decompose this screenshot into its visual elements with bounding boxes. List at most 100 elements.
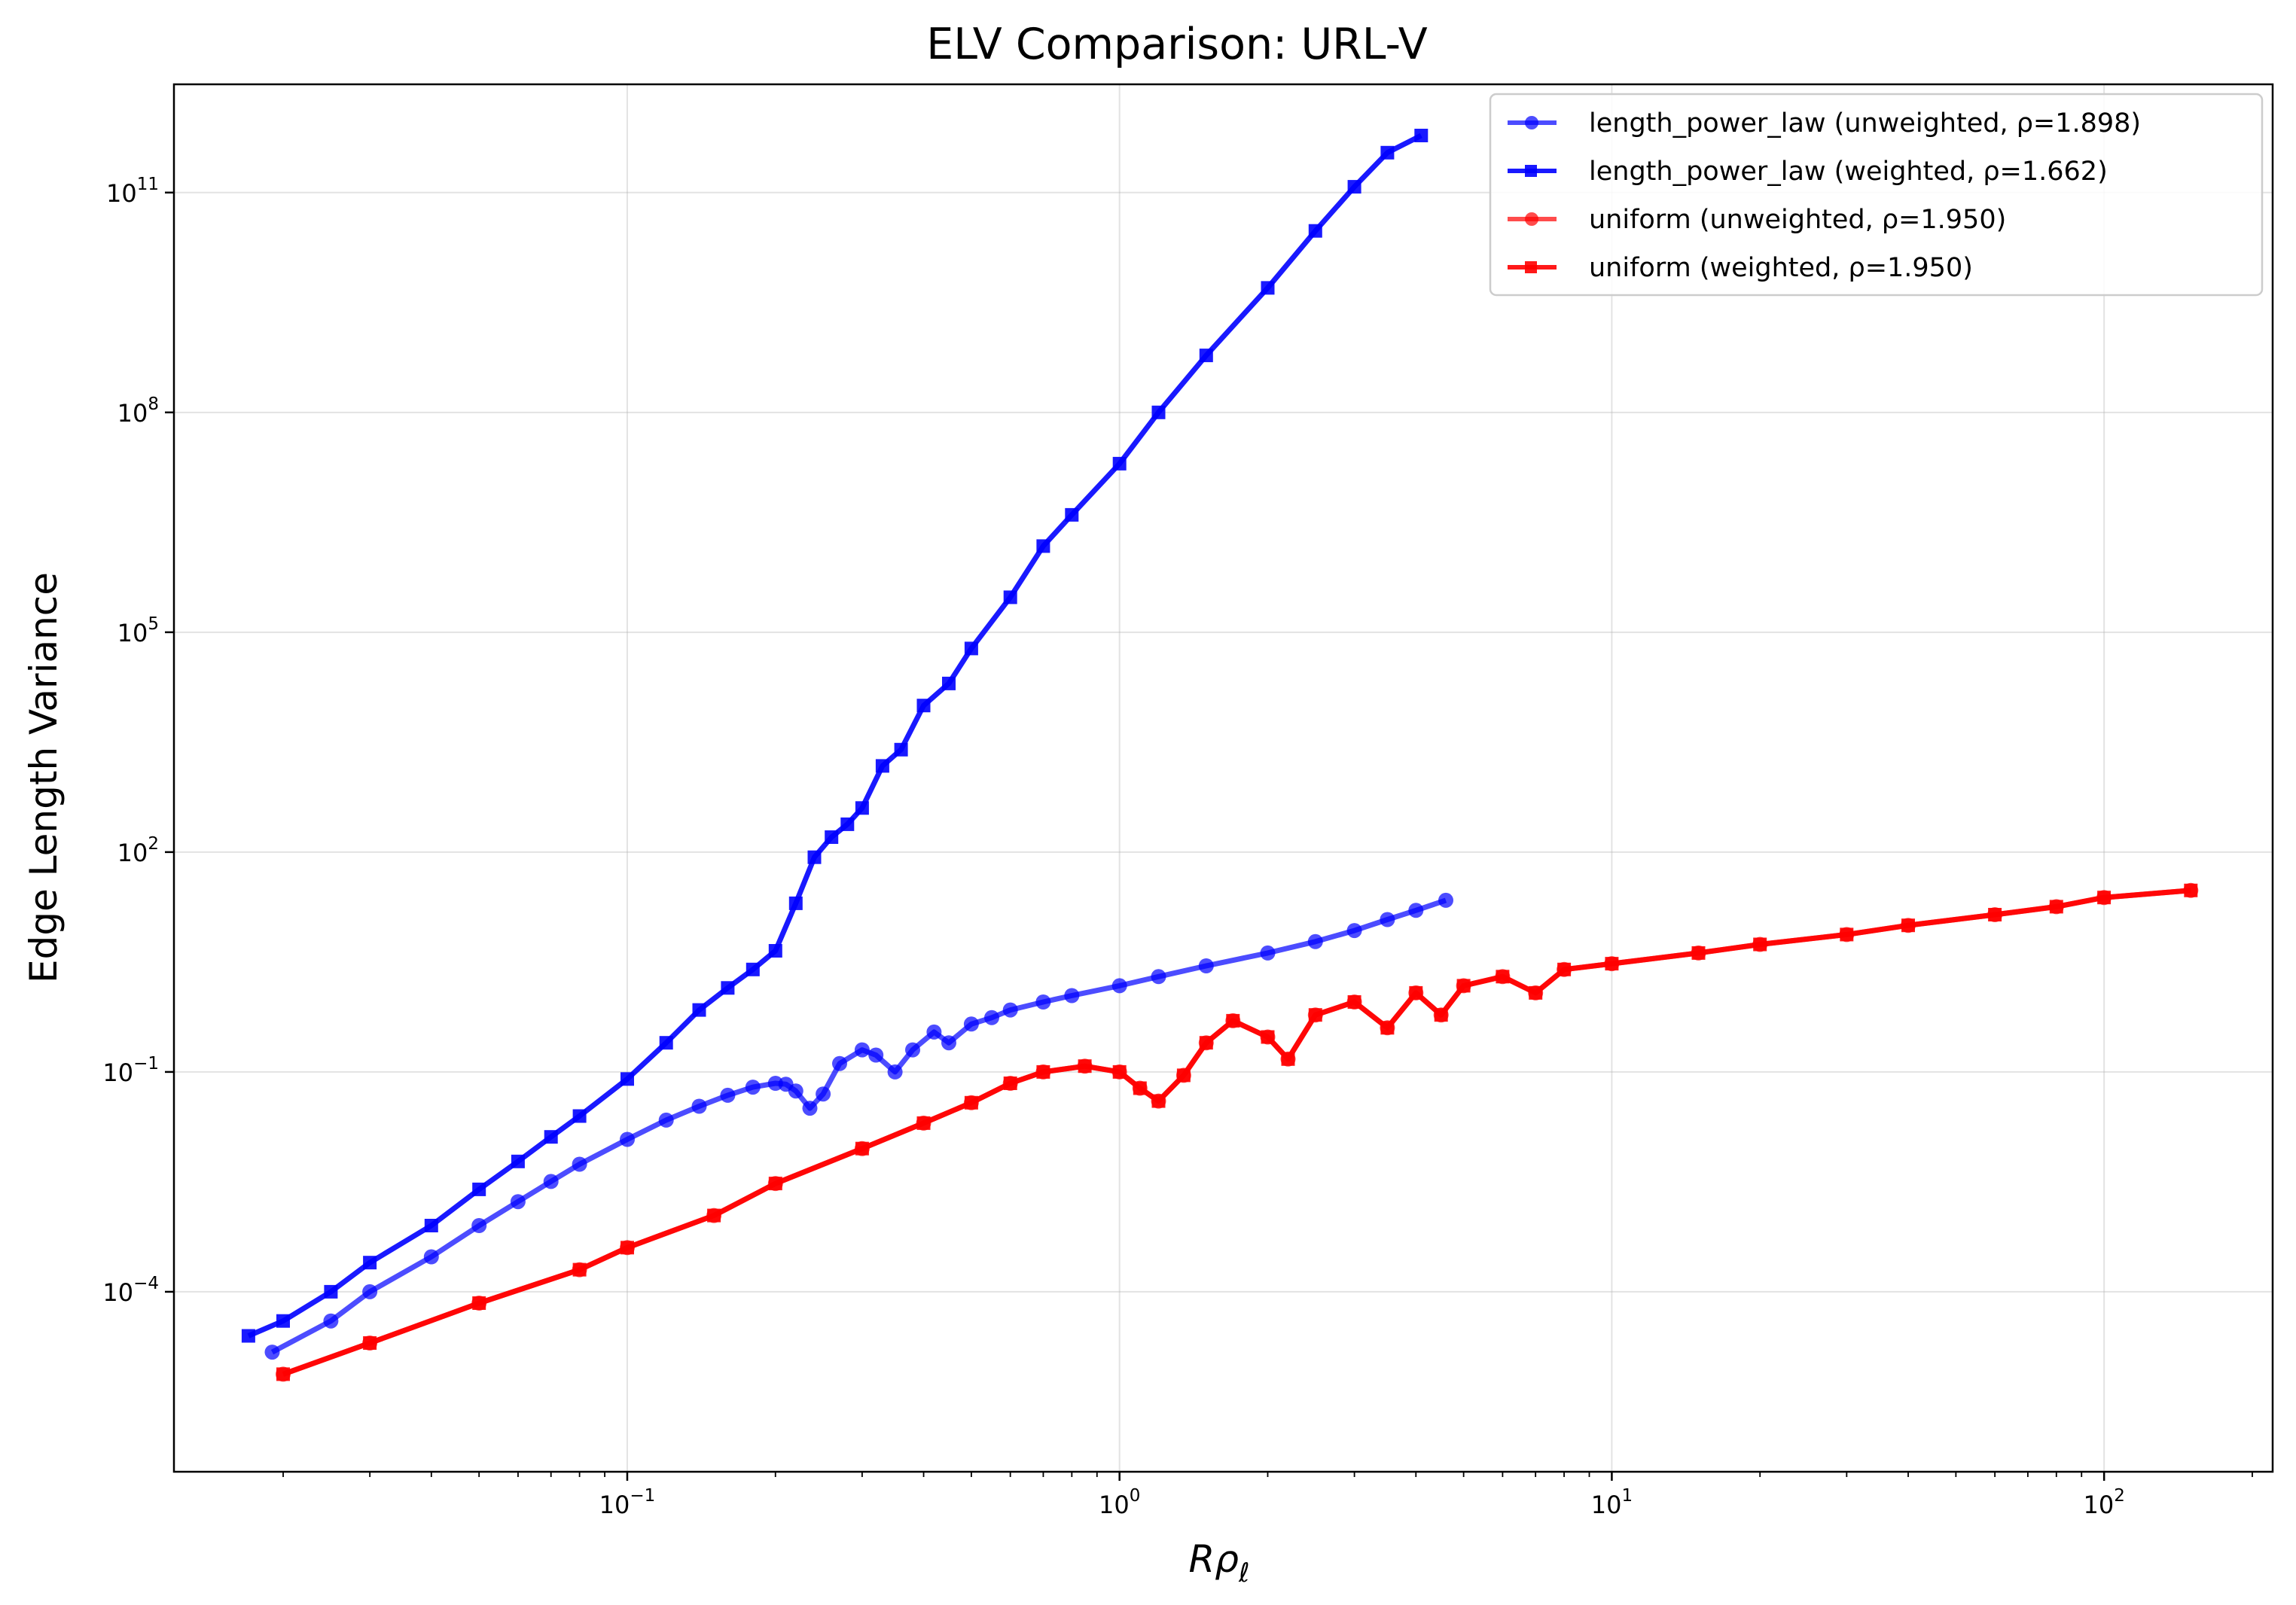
series-layer xyxy=(241,129,2199,1382)
data-point xyxy=(572,1262,587,1277)
data-point xyxy=(1151,969,1166,985)
y-tick-base: 10 xyxy=(106,179,137,208)
y-tick-exponent: 2 xyxy=(148,834,159,854)
y-tick-base: 10 xyxy=(102,1058,133,1087)
data-point xyxy=(1261,1030,1275,1044)
series-2 xyxy=(241,129,1429,1343)
data-point xyxy=(1307,933,1323,949)
x-tick-base: 10 xyxy=(1591,1491,1622,1519)
data-point xyxy=(543,1174,559,1189)
y-tick-exponent: 11 xyxy=(137,175,159,194)
data-point xyxy=(1605,957,1619,971)
data-point xyxy=(691,1098,707,1114)
legend-box xyxy=(1489,93,2264,297)
y-tick-label: 10−4 xyxy=(102,1274,159,1307)
data-point xyxy=(1036,539,1050,553)
series-4 xyxy=(276,883,2198,1381)
data-point xyxy=(802,1101,818,1116)
data-point xyxy=(1112,1064,1127,1079)
data-point xyxy=(1261,281,1275,295)
data-point xyxy=(1308,1008,1322,1022)
y-tick-label: 1011 xyxy=(106,175,159,208)
data-point xyxy=(984,1010,999,1025)
data-point xyxy=(1133,1081,1147,1095)
data-point xyxy=(721,981,735,995)
data-point xyxy=(692,1003,706,1017)
data-point xyxy=(1380,145,1395,160)
data-point xyxy=(887,1064,903,1080)
data-point xyxy=(472,1182,486,1196)
data-point xyxy=(963,1016,979,1032)
data-point xyxy=(620,1072,634,1086)
data-point xyxy=(1988,908,2002,921)
data-point xyxy=(1003,590,1017,605)
data-point xyxy=(1346,923,1362,939)
x-tick-base: 10 xyxy=(1099,1491,1130,1519)
x-tick-label: 100 xyxy=(1099,1486,1140,1519)
data-point xyxy=(1529,985,1543,1000)
data-point xyxy=(264,1345,280,1360)
x-tick-exponent: 1 xyxy=(1621,1486,1633,1506)
data-point xyxy=(1151,405,1166,419)
data-point xyxy=(1408,903,1424,918)
y-tick-label: 108 xyxy=(117,394,159,428)
data-point xyxy=(868,1047,884,1063)
data-point xyxy=(1035,994,1051,1010)
data-point xyxy=(1557,962,1572,976)
data-point xyxy=(424,1219,438,1232)
data-point xyxy=(745,1080,761,1095)
legend-swatch-marker xyxy=(1525,165,1537,177)
data-point xyxy=(855,1141,869,1156)
data-point xyxy=(854,1042,870,1058)
legend-entry: length_power_law (unweighted, ρ=1.898) xyxy=(1508,108,2141,139)
legend-swatch-marker xyxy=(1525,116,1538,129)
y-tick-exponent: 5 xyxy=(148,614,159,634)
data-point xyxy=(1409,985,1423,1000)
data-point xyxy=(1308,224,1322,238)
data-point xyxy=(1064,988,1080,1004)
data-point xyxy=(1002,1002,1018,1018)
y-tick-label: 10−1 xyxy=(102,1054,159,1087)
data-point xyxy=(658,1112,674,1128)
data-point xyxy=(572,1156,587,1172)
legend-entry: length_power_law (weighted, ρ=1.662) xyxy=(1508,157,2108,187)
data-point xyxy=(362,1284,378,1299)
data-point xyxy=(916,1116,931,1130)
data-point xyxy=(2097,891,2112,905)
x-tick-exponent: 2 xyxy=(2114,1486,2125,1506)
data-point xyxy=(840,817,855,831)
x-axis-label: Rρℓ xyxy=(1189,1537,1250,1588)
data-point xyxy=(807,850,822,864)
data-point xyxy=(276,1367,290,1381)
data-point xyxy=(1226,1013,1240,1028)
data-point xyxy=(323,1313,339,1329)
data-point xyxy=(363,1256,377,1270)
data-point xyxy=(510,1194,526,1210)
x-axis-label-r: R xyxy=(1189,1537,1215,1581)
data-point xyxy=(1260,945,1276,961)
data-point xyxy=(1112,456,1127,471)
data-point xyxy=(894,742,908,757)
data-point xyxy=(1003,1077,1017,1090)
data-point xyxy=(1840,927,1854,942)
data-point xyxy=(1414,129,1429,142)
data-point xyxy=(832,1055,847,1071)
data-point xyxy=(788,1083,803,1099)
data-point xyxy=(1151,1094,1166,1108)
data-point xyxy=(1111,978,1127,994)
x-tick-base: 10 xyxy=(599,1491,630,1519)
data-point xyxy=(1496,970,1510,984)
data-point xyxy=(964,641,978,656)
data-point xyxy=(572,1109,587,1123)
data-point xyxy=(1753,937,1767,952)
data-point xyxy=(620,1131,635,1147)
data-point xyxy=(720,1087,736,1103)
data-point xyxy=(816,1086,831,1102)
data-point xyxy=(620,1241,634,1255)
y-tick-base: 10 xyxy=(102,1278,133,1307)
data-point xyxy=(1347,180,1361,194)
data-point xyxy=(1199,349,1213,363)
data-point xyxy=(1434,1008,1448,1022)
x-tick-exponent: 0 xyxy=(1130,1486,1141,1506)
